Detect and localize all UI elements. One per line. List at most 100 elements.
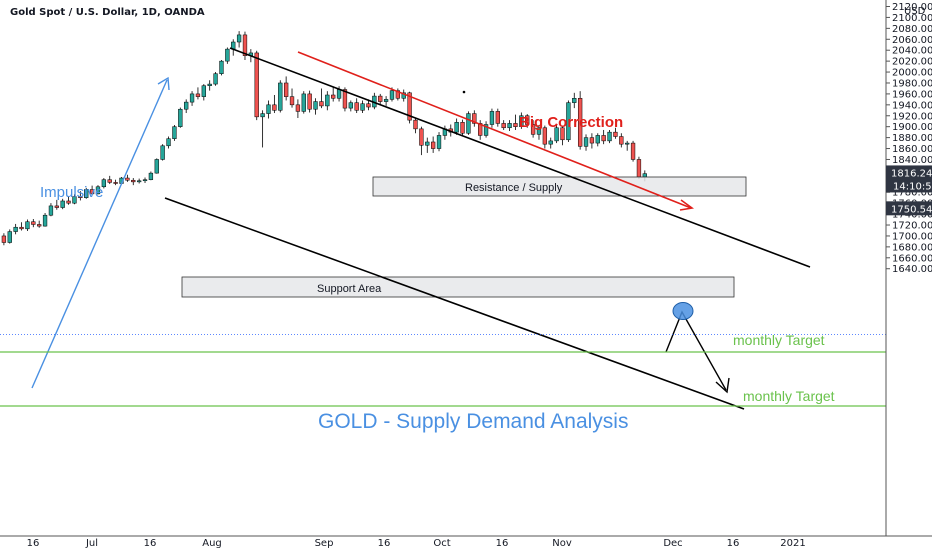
candle-body[interactable]	[560, 127, 565, 141]
candle-body[interactable]	[542, 127, 548, 145]
time-axis[interactable]: 16 Jul 16 Aug Sep 16 Oct 16 Nov Dec 16 2021	[27, 538, 806, 549]
candle-body[interactable]	[184, 101, 189, 110]
candle-body[interactable]	[483, 124, 489, 136]
candle-body[interactable]	[325, 94, 330, 107]
candle-body[interactable]	[595, 135, 600, 144]
candle-body[interactable]	[548, 140, 553, 145]
candle-body[interactable]	[60, 200, 65, 208]
candle-body[interactable]	[48, 205, 54, 216]
candle-body[interactable]	[207, 83, 212, 86]
candle-body[interactable]	[31, 221, 36, 225]
channel-upper-line[interactable]	[229, 47, 811, 268]
candle-body[interactable]	[219, 60, 224, 74]
candle-body[interactable]	[213, 73, 218, 85]
candle-body[interactable]	[478, 123, 483, 136]
candle-body[interactable]	[154, 159, 159, 174]
candle-body[interactable]	[419, 128, 424, 146]
candle-body[interactable]	[519, 115, 524, 127]
candle-body[interactable]	[201, 85, 206, 97]
candle-body[interactable]	[613, 131, 618, 137]
resistance-supply-box[interactable]	[372, 176, 747, 197]
candle-body[interactable]	[148, 172, 154, 180]
candle-body[interactable]	[336, 89, 342, 99]
candle-body[interactable]	[319, 101, 324, 107]
candle-body[interactable]	[236, 34, 242, 43]
candle-body[interactable]	[242, 34, 248, 56]
candle-body[interactable]	[572, 98, 577, 103]
candle-body[interactable]	[66, 200, 71, 204]
candle-body[interactable]	[19, 226, 24, 230]
candle-body[interactable]	[172, 126, 177, 139]
candle-body[interactable]	[642, 173, 647, 178]
candle-body[interactable]	[37, 224, 42, 227]
candle-body[interactable]	[583, 137, 589, 147]
candle-body[interactable]	[413, 119, 418, 130]
candle-body[interactable]	[101, 179, 107, 188]
candle-body[interactable]	[530, 124, 536, 135]
channel-lower-line[interactable]	[164, 197, 745, 410]
candle-body[interactable]	[78, 196, 83, 198]
candle-body[interactable]	[607, 131, 612, 142]
candle-body[interactable]	[331, 94, 336, 99]
candle-body[interactable]	[601, 135, 606, 142]
candle-body[interactable]	[295, 104, 301, 112]
candle-body[interactable]	[89, 189, 95, 195]
candle-body[interactable]	[513, 123, 518, 127]
candle-body[interactable]	[389, 90, 395, 100]
candle-body[interactable]	[7, 231, 12, 243]
candle-body[interactable]	[301, 93, 306, 112]
candle-body[interactable]	[113, 182, 118, 184]
big-correction-arrow[interactable]	[297, 51, 692, 209]
candle-body[interactable]	[348, 102, 353, 109]
candle-body[interactable]	[366, 103, 371, 108]
candle-body[interactable]	[554, 127, 559, 142]
candle-body[interactable]	[54, 205, 59, 208]
candle-body[interactable]	[436, 135, 442, 149]
candle-body[interactable]	[136, 180, 142, 183]
candle-body[interactable]	[425, 141, 430, 146]
support-area-box[interactable]	[181, 276, 735, 298]
candle-body[interactable]	[13, 226, 18, 232]
candle-body[interactable]	[625, 142, 630, 145]
candle-body[interactable]	[125, 177, 130, 181]
candle-body[interactable]	[407, 92, 412, 121]
candle-body[interactable]	[107, 179, 112, 183]
candle-body[interactable]	[383, 99, 389, 102]
candle-body[interactable]	[84, 189, 89, 198]
candle-body[interactable]	[360, 103, 365, 111]
candle-body[interactable]	[619, 136, 624, 145]
candle-body[interactable]	[525, 115, 530, 125]
candle-body[interactable]	[342, 89, 348, 109]
candle-body[interactable]	[225, 48, 230, 62]
candle-body[interactable]	[460, 122, 465, 134]
candle-body[interactable]	[266, 104, 271, 114]
candle-body[interactable]	[272, 104, 277, 111]
candle-body[interactable]	[260, 113, 265, 118]
price-axis[interactable]: 1640.0001660.0001680.0001700.0001720.000…	[886, 2, 932, 275]
candle-body[interactable]	[507, 123, 512, 129]
candle-body[interactable]	[489, 111, 495, 125]
candle-body[interactable]	[131, 179, 136, 183]
candle-body[interactable]	[189, 93, 195, 103]
candle-body[interactable]	[160, 145, 165, 160]
candle-body[interactable]	[42, 214, 48, 227]
candle-body[interactable]	[472, 113, 477, 124]
candle-body[interactable]	[454, 122, 459, 133]
candle-body[interactable]	[283, 82, 289, 97]
target-ellipse[interactable]	[672, 302, 694, 320]
candle-body[interactable]	[589, 137, 595, 144]
candle-body[interactable]	[313, 101, 318, 110]
candle-body[interactable]	[195, 93, 201, 97]
candle-body[interactable]	[466, 113, 471, 134]
candle-body[interactable]	[307, 93, 312, 110]
candle-body[interactable]	[278, 82, 283, 111]
candle-body[interactable]	[501, 123, 506, 129]
candle-body[interactable]	[289, 96, 295, 106]
candle-body[interactable]	[378, 95, 383, 102]
candle-body[interactable]	[566, 102, 571, 141]
candle-body[interactable]	[25, 221, 30, 230]
impulsive-arrow[interactable]	[31, 79, 168, 389]
candle-body[interactable]	[142, 179, 148, 182]
candle-body[interactable]	[577, 98, 583, 147]
